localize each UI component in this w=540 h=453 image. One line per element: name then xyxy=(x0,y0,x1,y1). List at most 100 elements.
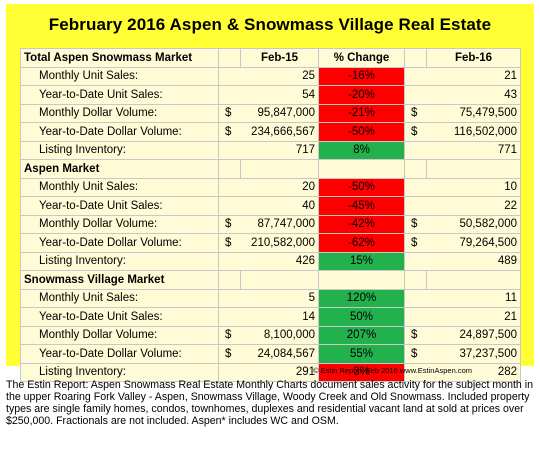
sales-table: Total Aspen Snowmass Market Feb-15% Chang… xyxy=(20,48,521,382)
table-row: Year-to-Date Unit Sales: 40 -45% 22 xyxy=(20,196,521,216)
table-row: Monthly Dollar Volume: $8,100,000 207% $24,… xyxy=(20,325,521,345)
value-feb16: 79,264,500 xyxy=(426,233,521,253)
value-feb15: 20 xyxy=(240,177,319,197)
value-feb15: 95,847,000 xyxy=(240,103,319,123)
section-spacer-cell xyxy=(240,270,319,290)
section-spacer-cell xyxy=(218,159,241,179)
table-row: Listing Inventory: 426 15% 489 xyxy=(20,251,521,271)
currency-symbol-feb15: $ xyxy=(218,233,241,253)
percent-change: 207% xyxy=(318,325,405,345)
currency-symbol-feb16: $ xyxy=(404,325,427,345)
metric-label: Monthly Unit Sales: xyxy=(20,177,219,197)
caption-text: The Estin Report: Aspen Snowmass Real Es… xyxy=(6,379,533,427)
currency-symbol-feb15: $ xyxy=(218,344,241,364)
table-row: Monthly Unit Sales: 25 -16% 21 xyxy=(20,66,521,86)
table-row: Year-to-Date Unit Sales: 54 -20% 43 xyxy=(20,85,521,105)
currency-symbol-feb15 xyxy=(218,307,241,327)
value-feb16: 75,479,500 xyxy=(426,103,521,123)
table-row: Year-to-Date Dollar Volume: $24,084,567 55… xyxy=(20,344,521,364)
metric-label: Listing Inventory: xyxy=(20,362,219,382)
section-spacer-cell xyxy=(240,159,319,179)
metric-label: Year-to-Date Dollar Volume: xyxy=(20,344,219,364)
currency-symbol-feb16 xyxy=(404,288,427,308)
currency-symbol-feb16: $ xyxy=(404,122,427,142)
value-feb15: 87,747,000 xyxy=(240,214,319,234)
value-feb15: 291 xyxy=(240,362,319,382)
value-feb15: 25 xyxy=(240,66,319,86)
value-feb15: 24,084,567 xyxy=(240,344,319,364)
percent-change: -42% xyxy=(318,214,405,234)
header-spacer xyxy=(218,48,241,68)
metric-label: Monthly Dollar Volume: xyxy=(20,214,219,234)
metric-label: Monthly Unit Sales: xyxy=(20,66,219,86)
value-feb16: 21 xyxy=(426,307,521,327)
metric-label: Year-to-Date Unit Sales: xyxy=(20,85,219,105)
value-feb15: 54 xyxy=(240,85,319,105)
currency-symbol-feb16 xyxy=(404,177,427,197)
value-feb15: 14 xyxy=(240,307,319,327)
currency-symbol-feb15: $ xyxy=(218,103,241,123)
percent-change: 120% xyxy=(318,288,405,308)
currency-symbol-feb16: $ xyxy=(404,214,427,234)
currency-symbol-feb15: $ xyxy=(218,325,241,345)
metric-label: Monthly Unit Sales: xyxy=(20,288,219,308)
section-header-row: Total Aspen Snowmass Market Feb-15% Chang… xyxy=(20,48,521,68)
currency-symbol-feb16 xyxy=(404,307,427,327)
currency-symbol-feb16: $ xyxy=(404,233,427,253)
percent-change: -62% xyxy=(318,233,405,253)
value-feb15: 8,100,000 xyxy=(240,325,319,345)
section-spacer-cell xyxy=(426,159,521,179)
currency-symbol-feb15 xyxy=(218,85,241,105)
value-feb15: 426 xyxy=(240,251,319,271)
metric-label: Monthly Dollar Volume: xyxy=(20,325,219,345)
metric-label: Monthly Dollar Volume: xyxy=(20,103,219,123)
value-feb16: 22 xyxy=(426,196,521,216)
currency-symbol-feb15: $ xyxy=(218,214,241,234)
percent-change: 15% xyxy=(318,251,405,271)
section-spacer-cell xyxy=(318,159,405,179)
table-row: Listing Inventory: 717 8% 771 xyxy=(20,140,521,160)
percent-change: -21% xyxy=(318,103,405,123)
value-feb16: 11 xyxy=(426,288,521,308)
percent-change: 8% xyxy=(318,140,405,160)
metric-label: Year-to-Date Dollar Volume: xyxy=(20,233,219,253)
percent-change: -50% xyxy=(318,122,405,142)
table-body: Total Aspen Snowmass Market Feb-15% Chang… xyxy=(20,48,521,382)
table-row: Monthly Dollar Volume: $87,747,000 -42% $50… xyxy=(20,214,521,234)
value-feb16: 21 xyxy=(426,66,521,86)
value-feb16: 50,582,000 xyxy=(426,214,521,234)
section-spacer-cell xyxy=(426,270,521,290)
copyright-credit: © Estin Report: Feb 2016 www.EstinAspen.… xyxy=(313,366,472,375)
currency-symbol-feb16 xyxy=(404,140,427,160)
table-row: Monthly Unit Sales: 20 -50% 10 xyxy=(20,177,521,197)
header-spacer xyxy=(404,48,427,68)
currency-symbol-feb16 xyxy=(404,196,427,216)
column-header-feb16: Feb-16 xyxy=(426,48,521,68)
currency-symbol-feb15 xyxy=(218,362,241,382)
section-spacer-cell xyxy=(404,270,427,290)
percent-change: -50% xyxy=(318,177,405,197)
section-spacer-cell xyxy=(318,270,405,290)
credit-wrap: © Estin Report: Feb 2016 www.EstinAspen.… xyxy=(6,366,534,375)
table-row: Year-to-Date Dollar Volume: $210,582,000-… xyxy=(20,233,521,253)
currency-symbol-feb15 xyxy=(218,288,241,308)
metric-label: Year-to-Date Unit Sales: xyxy=(20,307,219,327)
currency-symbol-feb15 xyxy=(218,66,241,86)
percent-change: -20% xyxy=(318,85,405,105)
currency-symbol-feb16 xyxy=(404,85,427,105)
currency-symbol-feb15: $ xyxy=(218,122,241,142)
currency-symbol-feb16 xyxy=(404,362,427,382)
currency-symbol-feb16 xyxy=(404,251,427,271)
table-row: Year-to-Date Dollar Volume: $234,666,567-… xyxy=(20,122,521,142)
chart-frame: February 2016 Aspen & Snowmass Village R… xyxy=(6,4,534,382)
value-feb15: 210,582,000 xyxy=(240,233,319,253)
value-feb15: 40 xyxy=(240,196,319,216)
column-header-feb15: Feb-15 xyxy=(240,48,319,68)
column-header-change: % Change xyxy=(318,48,405,68)
table-row: Monthly Dollar Volume: $95,847,000 -21% $75… xyxy=(20,103,521,123)
chart-title: February 2016 Aspen & Snowmass Village R… xyxy=(48,15,492,34)
metric-label: Listing Inventory: xyxy=(20,140,219,160)
value-feb16: 116,502,000 xyxy=(426,122,521,142)
currency-symbol-feb15 xyxy=(218,140,241,160)
currency-symbol-feb16: $ xyxy=(404,103,427,123)
